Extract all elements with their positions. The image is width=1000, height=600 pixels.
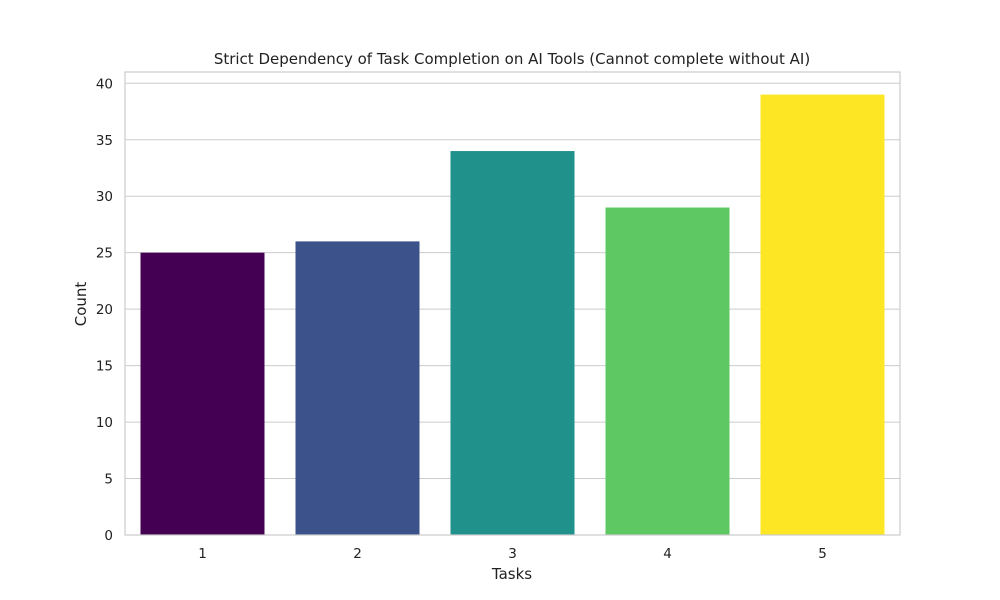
y-tick-label: 10	[96, 415, 113, 431]
y-tick-label: 40	[96, 76, 113, 92]
x-axis-ticks: 1 2 3 4 5	[198, 546, 827, 562]
x-axis-label: Tasks	[491, 565, 532, 583]
bar-task-3	[450, 151, 575, 536]
x-tick-label: 5	[818, 546, 827, 562]
bars	[140, 94, 885, 536]
x-tick-label: 3	[508, 546, 517, 562]
chart-title: Strict Dependency of Task Completion on …	[214, 50, 810, 68]
x-tick-label: 4	[663, 546, 672, 562]
y-tick-label: 35	[96, 133, 113, 149]
y-tick-label: 30	[96, 189, 113, 205]
bar-task-1	[140, 252, 265, 535]
y-tick-label: 15	[96, 359, 113, 375]
y-tick-label: 5	[104, 472, 113, 488]
x-tick-label: 2	[353, 546, 362, 562]
plot-frame	[124, 71, 901, 536]
y-tick-label: 20	[96, 302, 113, 318]
y-tick-label: 0	[104, 528, 113, 544]
bar-task-4	[605, 207, 730, 535]
bar-task-2	[295, 241, 420, 535]
x-tick-label: 1	[198, 546, 207, 562]
bar-task-5	[760, 94, 885, 536]
y-tick-label: 25	[96, 246, 113, 262]
y-axis-ticks: 0 5 10 15 20 25 30 35 40	[96, 76, 113, 544]
y-axis-label: Count	[72, 282, 90, 327]
